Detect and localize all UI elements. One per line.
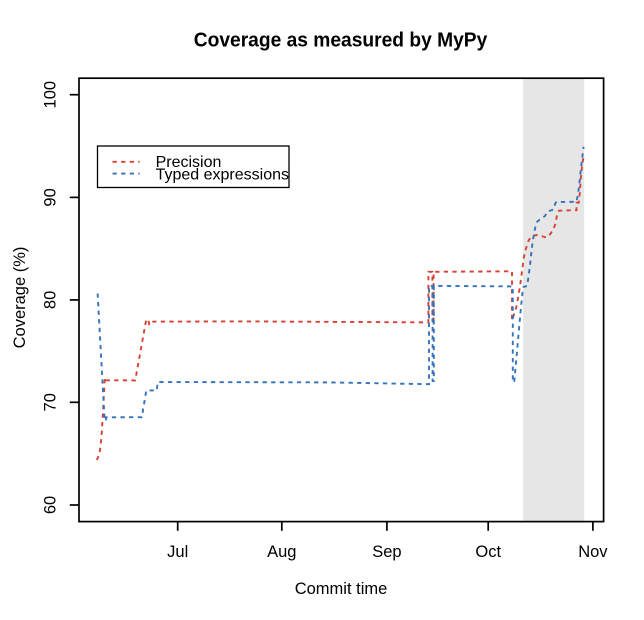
- svg-text:100: 100: [42, 81, 60, 109]
- svg-text:Jul: Jul: [167, 543, 188, 561]
- svg-text:Precision: Precision: [156, 154, 222, 171]
- svg-text:60: 60: [42, 496, 60, 514]
- svg-text:Commit time: Commit time: [295, 580, 388, 598]
- svg-text:Oct: Oct: [475, 543, 501, 561]
- svg-text:Aug: Aug: [267, 543, 296, 561]
- svg-text:70: 70: [42, 393, 60, 411]
- svg-text:Nov: Nov: [578, 543, 608, 561]
- svg-text:Sep: Sep: [372, 543, 401, 561]
- svg-text:Typed expressions: Typed expressions: [156, 167, 289, 184]
- svg-text:Coverage as measured by MyPy: Coverage as measured by MyPy: [194, 30, 488, 52]
- svg-text:80: 80: [42, 291, 60, 309]
- svg-text:90: 90: [42, 188, 60, 206]
- svg-text:Coverage (%): Coverage (%): [11, 247, 29, 349]
